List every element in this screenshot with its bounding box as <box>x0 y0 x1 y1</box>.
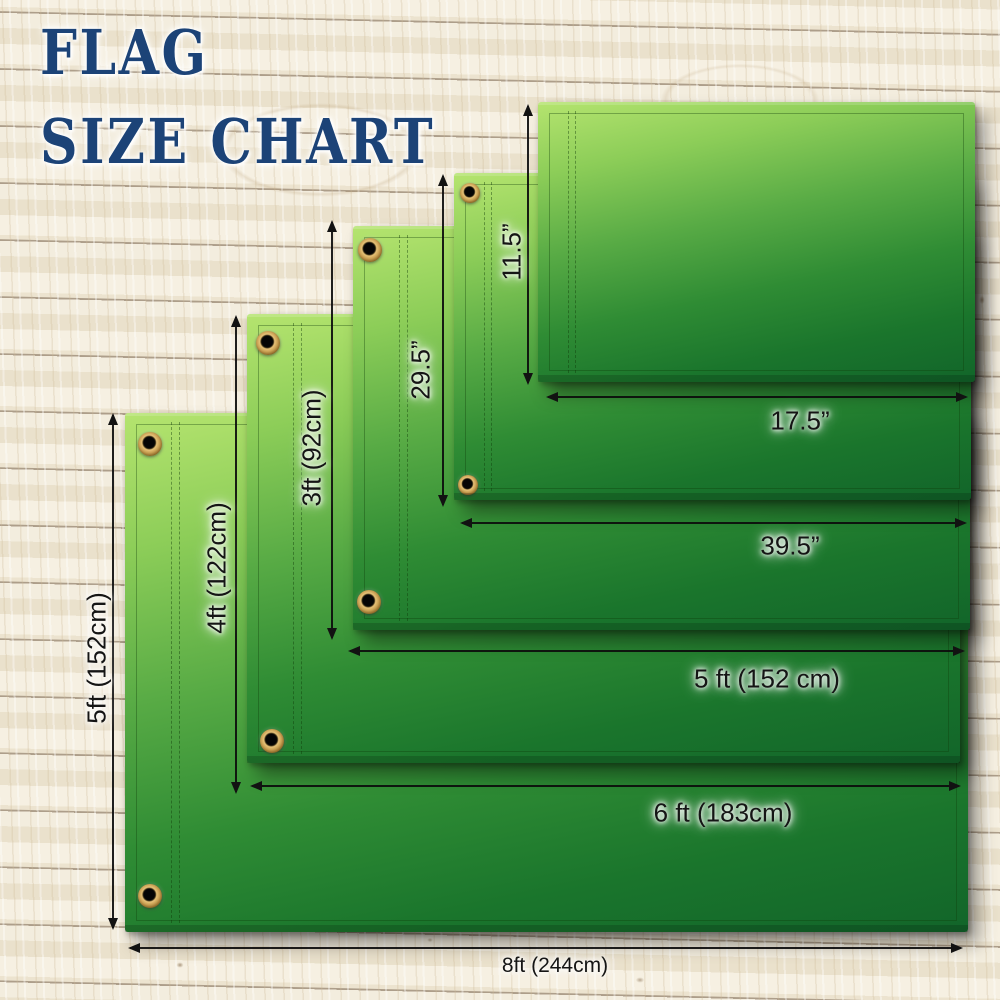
arrowhead-right-icon <box>956 392 968 402</box>
arrowhead-right-icon <box>949 781 961 791</box>
grommet <box>458 475 478 495</box>
arrowhead-down-icon <box>231 782 241 794</box>
grommet <box>357 590 381 614</box>
arrowhead-left-icon <box>128 943 140 953</box>
arrowhead-down-icon <box>327 628 337 640</box>
hem-stitch-line <box>171 422 172 923</box>
page-title: FLAG SIZE CHART <box>40 22 510 173</box>
width-label-flag-6ft: 6 ft (183cm) <box>653 797 793 828</box>
hem-stitch-line <box>301 323 302 754</box>
hem-stitch-line <box>179 422 180 923</box>
height-arrow-flag-6ft <box>231 315 241 794</box>
hem-stitch-line <box>568 111 569 373</box>
width-label-flag-8ft: 8ft (244cm) <box>501 954 609 977</box>
grommet <box>358 238 382 262</box>
arrowhead-down-icon <box>523 373 533 385</box>
title-line-1: FLAG <box>40 16 209 89</box>
height-arrow-flag-17in <box>523 104 533 385</box>
grommet <box>460 183 480 203</box>
hem-stitch-line <box>484 182 485 491</box>
arrowhead-down-icon <box>108 918 118 930</box>
arrowhead-up-icon <box>231 315 241 327</box>
width-arrow-flag-8ft <box>128 943 963 953</box>
height-label-flag-6ft: 4ft (122cm) <box>201 502 232 634</box>
height-label-flag-39in: 29.5” <box>405 340 436 400</box>
height-label-flag-8ft: 5ft (152cm) <box>81 592 112 724</box>
arrowhead-left-icon <box>250 781 262 791</box>
height-arrow-flag-8ft <box>108 413 118 930</box>
width-arrow-flag-6ft <box>250 781 961 791</box>
width-arrow-flag-39in <box>460 518 967 528</box>
height-label-flag-17in: 11.5” <box>496 223 527 281</box>
hem-stitch-line <box>399 235 400 621</box>
grommet <box>260 729 284 753</box>
width-arrow-flag-17in <box>546 392 968 402</box>
grommet <box>138 432 162 456</box>
arrowhead-up-icon <box>108 413 118 425</box>
grommet <box>256 331 280 355</box>
width-label-flag-5ft: 5 ft (152 cm) <box>694 663 840 694</box>
arrowhead-left-icon <box>460 518 472 528</box>
flag-17in <box>538 102 975 382</box>
hem-stitch-line <box>491 182 492 491</box>
arrowhead-right-icon <box>951 943 963 953</box>
grommet <box>138 884 162 908</box>
arrowhead-left-icon <box>546 392 558 402</box>
hem-stitch-line <box>575 111 576 373</box>
arrowhead-left-icon <box>348 646 360 656</box>
width-label-flag-17in: 17.5” <box>770 405 830 436</box>
arrowhead-up-icon <box>523 104 533 116</box>
stitch-border <box>549 113 964 371</box>
arrowhead-right-icon <box>955 518 967 528</box>
arrowhead-up-icon <box>438 174 448 186</box>
title-line-2: SIZE CHART <box>40 105 436 178</box>
hem-stitch-line <box>407 235 408 621</box>
hem-stitch-line <box>293 323 294 754</box>
height-arrow-flag-5ft <box>327 220 337 640</box>
arrowhead-up-icon <box>327 220 337 232</box>
height-arrow-flag-39in <box>438 174 448 507</box>
arrowhead-right-icon <box>953 646 965 656</box>
arrowhead-down-icon <box>438 495 448 507</box>
width-label-flag-39in: 39.5” <box>760 530 820 561</box>
width-arrow-flag-5ft <box>348 646 965 656</box>
height-label-flag-5ft: 3ft (92cm) <box>296 389 327 507</box>
